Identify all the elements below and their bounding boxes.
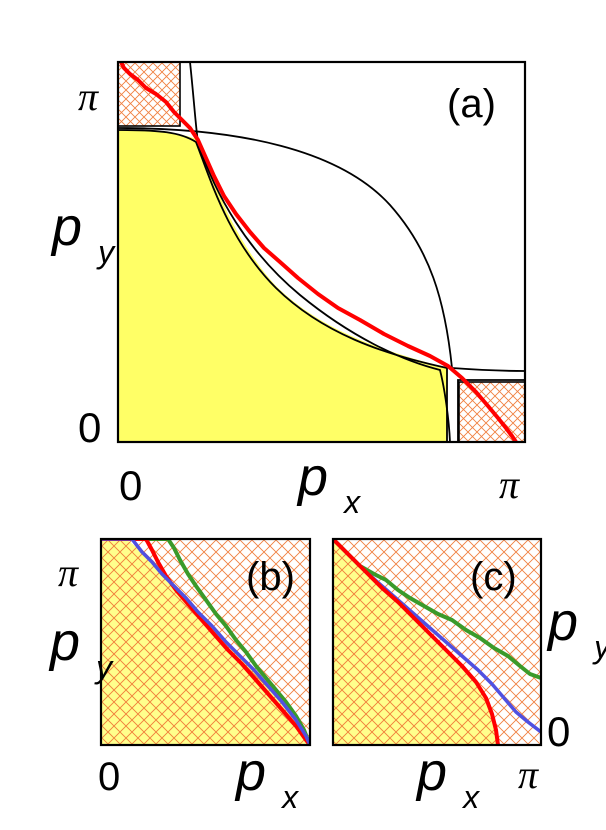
panel-a-filled-region	[118, 130, 447, 442]
panel-a-x-axis-label: p x	[296, 447, 361, 520]
panel-a: (a) π 0 p y 0 π p x	[50, 60, 527, 520]
panel-c-red-curve	[333, 539, 500, 745]
panel-a-x-axis-subscript: x	[342, 484, 361, 520]
panel-b-hatch-overlay	[101, 539, 310, 745]
panel-b-y-axis-subscript: y	[94, 649, 114, 685]
panel-b-y-tick-max: π	[58, 550, 79, 595]
panel-c-frame	[331, 537, 543, 747]
panel-a-frame	[116, 60, 527, 444]
panel-b-frame	[99, 537, 312, 747]
panel-a-x-axis-symbol: p	[296, 447, 328, 507]
panel-b-y-axis-label: p y	[48, 612, 114, 685]
panel-a-x-tick-min: 0	[119, 462, 142, 509]
panel-c-green-curve	[333, 539, 541, 680]
panel-a-y-axis-symbol: p	[50, 197, 82, 257]
panel-b-x-axis-symbol: p	[234, 742, 266, 802]
panel-a-x-tick-max: π	[499, 462, 520, 507]
panel-c-hatch-overlay	[333, 539, 498, 745]
panel-c-x-axis-subscript: x	[461, 779, 480, 815]
panel-a-label: (a)	[447, 82, 496, 126]
panel-c-x-axis-label: p x	[415, 742, 480, 815]
panel-a-y-tick-min: 0	[78, 404, 101, 451]
panel-b-x-axis-label: p x	[234, 742, 299, 815]
panel-b-red-curve	[101, 539, 310, 745]
panel-a-contour-inner-right	[457, 379, 525, 442]
panel-a-contour-outer-horizontal	[118, 127, 525, 372]
panel-a-red-curve	[119, 62, 518, 442]
panel-c-y-axis-label: p y	[546, 592, 606, 665]
panel-c-y-axis-symbol: p	[546, 592, 578, 652]
panel-b-x-axis-subscript: x	[280, 779, 299, 815]
panel-b-label: (b)	[246, 555, 295, 599]
panel-c-y-tick-min: 0	[547, 708, 570, 755]
panel-b-x-tick-min: 0	[98, 755, 120, 799]
panel-b: (b) π p y 0 p x	[48, 537, 312, 815]
panel-c-x-axis-symbol: p	[415, 742, 447, 802]
panel-a-contour-inner	[118, 129, 448, 442]
panel-b-blue-curve	[101, 539, 310, 745]
panel-a-y-tick-max: π	[78, 74, 99, 119]
panel-a-y-axis-label: p y	[50, 197, 116, 270]
panel-a-y-axis-subscript: y	[96, 234, 116, 270]
panel-b-y-axis-symbol: p	[48, 612, 80, 672]
panel-b-green-curve	[101, 539, 310, 745]
panel-c-label: (c)	[470, 555, 517, 599]
panel-c-x-tick-max: π	[518, 752, 539, 797]
panel-c: (c) p y 0 p x π	[331, 537, 606, 815]
panel-c-y-axis-subscript: y	[592, 629, 606, 665]
